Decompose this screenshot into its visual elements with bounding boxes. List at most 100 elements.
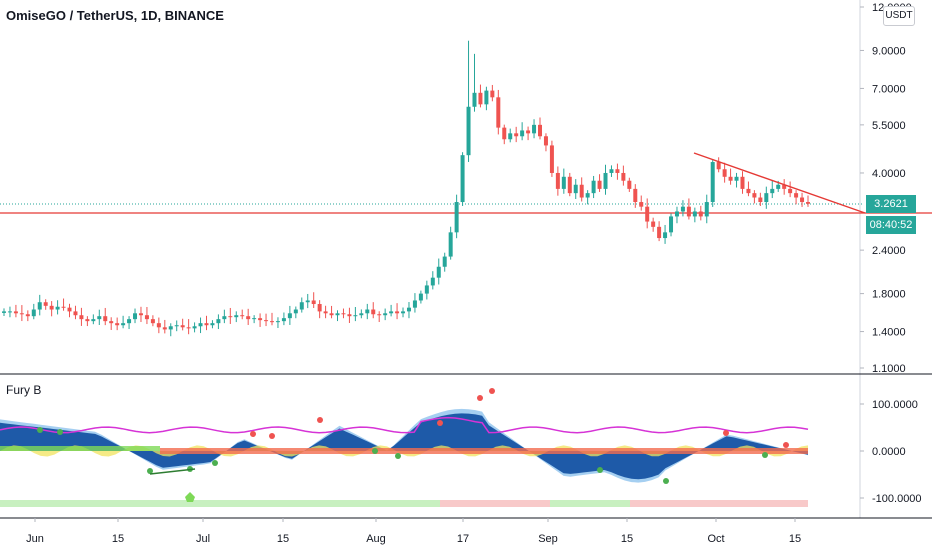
candle-body: [621, 172, 626, 181]
candles-layer: [2, 40, 810, 337]
candle-body: [270, 321, 274, 323]
candle-body: [19, 313, 24, 315]
candle-body: [674, 211, 679, 217]
symbol-title: OmiseGO / TetherUS, 1D, BINANCE: [6, 8, 224, 23]
candle-body: [728, 176, 733, 181]
time-axis-labels: Jun 15 Jul 15 Aug 17 Sep 15 Oct 15: [26, 518, 801, 545]
candle-body: [287, 313, 292, 319]
candle-body: [371, 309, 376, 315]
indicator-signal-dot: [212, 460, 218, 466]
candle-body: [686, 206, 691, 217]
candle-body: [543, 136, 548, 146]
candle-body: [710, 162, 715, 203]
candle-body: [740, 176, 745, 189]
candle-body: [764, 193, 769, 203]
indicator-magenta-line: [0, 416, 809, 434]
indicator-signal-dot: [663, 478, 669, 484]
candle-body: [192, 326, 197, 329]
indicator-signal-dot: [597, 467, 603, 473]
candle-body: [436, 266, 441, 278]
indicator-tick-label: 100.0000: [872, 399, 918, 411]
candle-body: [418, 293, 423, 301]
indicator-signal-dot: [783, 442, 789, 448]
candle-body: [37, 302, 42, 310]
indicator-tick-label: 0.0000: [872, 446, 906, 458]
candle-body: [389, 311, 394, 314]
candle-body: [758, 197, 763, 203]
candle-body: [240, 315, 245, 317]
candle-body: [782, 184, 787, 189]
time-tick-label: 17: [457, 533, 469, 545]
candle-body: [800, 197, 805, 203]
price-tick-label: 2.4000: [872, 245, 906, 257]
candle-body: [663, 232, 668, 239]
candle-body: [359, 313, 364, 316]
candle-body: [526, 130, 531, 134]
candle-body: [549, 145, 554, 173]
candle-body: [520, 130, 525, 137]
candle-body: [341, 313, 346, 315]
state-strip-red: [440, 500, 550, 507]
descending-trendline[interactable]: [693, 152, 866, 214]
candle-body: [460, 155, 465, 203]
price-tick-label: 1.4000: [872, 327, 906, 339]
candle-body: [698, 211, 703, 217]
candle-body: [502, 127, 507, 140]
candle-body: [615, 169, 620, 173]
candle-body: [567, 176, 572, 194]
candle-body: [442, 256, 447, 267]
indicator-signal-dot: [37, 427, 43, 433]
indicator-signal-dot: [762, 452, 768, 458]
time-tick-label: 15: [789, 533, 801, 545]
candle-body: [61, 306, 66, 308]
candle-body: [174, 325, 179, 327]
candle-body: [67, 307, 72, 312]
candle-body: [692, 211, 697, 217]
candle-body: [323, 311, 328, 314]
candle-body: [704, 202, 709, 217]
candle-body: [246, 316, 251, 320]
candle-body: [752, 193, 757, 198]
candle-body: [7, 311, 12, 313]
price-axis-labels: 12.00009.00007.00005.50004.00002.40001.8…: [860, 2, 912, 375]
fury-b-indicator: [0, 388, 809, 507]
indicator-signal-dot: [489, 388, 495, 394]
candle-body: [252, 318, 257, 320]
last-price-tag: 3.2621: [866, 195, 916, 213]
candle-body: [353, 315, 358, 317]
candle-body: [311, 300, 316, 305]
candle-body: [180, 325, 185, 328]
candle-body: [734, 176, 739, 181]
candle-body: [228, 316, 233, 318]
price-tick-label: 1.1000: [872, 363, 906, 375]
candle-body: [555, 172, 560, 189]
candle-body: [13, 311, 18, 314]
candle-body: [162, 327, 167, 330]
candle-body: [317, 304, 322, 312]
price-tick-label: 1.8000: [872, 289, 906, 301]
candle-body: [31, 309, 36, 317]
candle-body: [716, 162, 721, 170]
candle-body: [412, 300, 417, 308]
candle-body: [103, 316, 108, 322]
candle-body: [424, 285, 429, 294]
time-tick-label: Sep: [538, 533, 558, 545]
candle-body: [430, 277, 435, 286]
candle-body: [347, 314, 352, 317]
currency-button[interactable]: USDT: [883, 6, 915, 26]
candle-body: [25, 314, 30, 317]
indicator-signal-dot: [269, 433, 275, 439]
indicator-signal-dot: [372, 448, 378, 454]
indicator-title[interactable]: Fury B: [6, 383, 42, 397]
state-strip-red: [630, 500, 808, 507]
state-strip-green: [0, 500, 440, 507]
candle-body: [204, 323, 209, 326]
candle-body: [538, 124, 542, 137]
candle-body: [150, 319, 155, 324]
indicator-signal-dot: [147, 468, 153, 474]
candle-body: [532, 124, 537, 134]
candle-body: [377, 314, 382, 316]
candle-body: [579, 184, 584, 198]
